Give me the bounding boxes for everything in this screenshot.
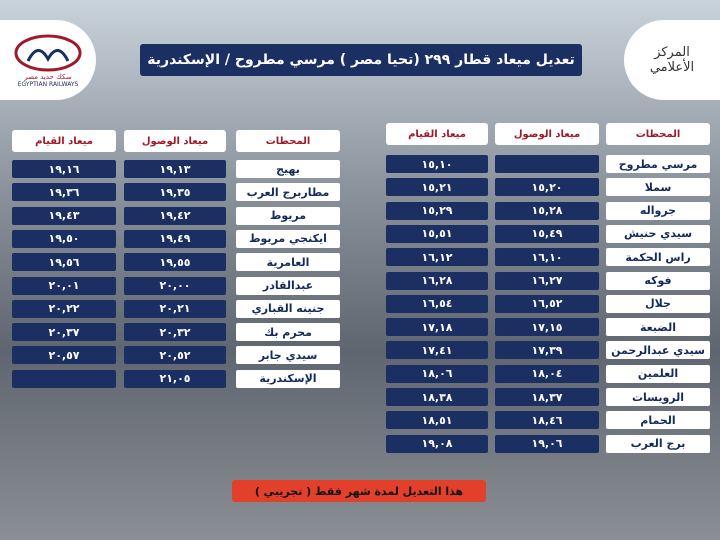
time-cell: ٢٠,٥٧ xyxy=(12,346,116,365)
station-cell: سيدي حنيش xyxy=(606,224,710,243)
time-cell: ١٥,٢٩ xyxy=(386,201,488,220)
time-cell: ١٧,٤١ xyxy=(386,341,488,360)
station-cell: الحمام xyxy=(606,411,710,430)
time-cell: ١٦,٥٢ xyxy=(495,294,599,313)
time-cell: ١٩,٣٦ xyxy=(12,183,116,202)
station-cell: جرواله xyxy=(606,201,710,220)
time-cell: ١٥,٢١ xyxy=(386,178,488,197)
time-cell: ٢٠,٣٢ xyxy=(124,323,226,342)
column-header: المحطات xyxy=(236,130,340,152)
logo: سكك حديد مصر EGYPTIAN RAILWAYS xyxy=(0,20,96,100)
station-cell: محرم بك xyxy=(236,323,340,342)
station-cell: فوكه xyxy=(606,271,710,290)
station-cell: الضبعة xyxy=(606,318,710,337)
time-cell: ١٩,٠٦ xyxy=(495,434,599,453)
column-header: ميعاد الوصول xyxy=(124,130,226,152)
time-cell: ١٥,٥١ xyxy=(386,224,488,243)
station-cell: مطاربرج العرب xyxy=(236,183,340,202)
time-cell xyxy=(12,369,116,388)
time-cell: ١٥,٢٨ xyxy=(495,201,599,220)
column-header: المحطات xyxy=(606,123,710,145)
time-cell: ١٧,١٨ xyxy=(386,318,488,337)
time-cell: ١٩,٥٦ xyxy=(12,253,116,272)
column-header: ميعاد القيام xyxy=(386,123,488,145)
time-cell xyxy=(495,155,599,173)
time-cell: ٢٠,٢٢ xyxy=(12,299,116,318)
time-cell: ٢٠,٠٠ xyxy=(124,276,226,295)
station-cell: مرسي مطروح xyxy=(606,155,710,173)
time-cell: ١٩,٥٠ xyxy=(12,229,116,248)
time-cell: ١٩,٤٩ xyxy=(124,229,226,248)
time-cell: ٢٠,٥٢ xyxy=(124,346,226,365)
station-cell: برج العرب xyxy=(606,434,710,453)
logo-mark xyxy=(14,34,82,71)
time-cell: ٢٠,٢١ xyxy=(124,299,226,318)
badge-line: الأعلامي xyxy=(649,60,695,75)
station-cell: ايكنجي مريوط xyxy=(236,229,340,248)
time-cell: ١٨,٠٦ xyxy=(386,364,488,383)
time-cell: ١٥,٢٠ xyxy=(495,178,599,197)
time-cell: ١٦,٢٧ xyxy=(495,271,599,290)
station-cell: سملا xyxy=(606,178,710,197)
time-cell: ١٩,٤٢ xyxy=(124,206,226,225)
time-cell: ١٩,٥٥ xyxy=(124,253,226,272)
time-cell: ١٩,١٦ xyxy=(12,160,116,178)
badge: المركز الأعلامي xyxy=(624,20,720,100)
time-cell: ١٨,٣٧ xyxy=(495,388,599,406)
time-cell: ١٥,٤٩ xyxy=(495,224,599,243)
station-cell: مريوط xyxy=(236,206,340,225)
station-cell: جنينه القباري xyxy=(236,299,340,318)
time-cell: ٢٠,٣٧ xyxy=(12,323,116,342)
station-cell: سيدي جابر xyxy=(236,346,340,365)
logo-english: EGYPTIAN RAILWAYS xyxy=(17,80,79,88)
badge-line: المركز xyxy=(654,45,690,60)
logo-arabic: سكك حديد مصر xyxy=(24,72,72,81)
time-cell: ١٩,١٣ xyxy=(124,160,226,178)
station-cell: العلمين xyxy=(606,364,710,383)
station-cell: العامرية xyxy=(236,253,340,272)
time-cell: ١٩,٠٨ xyxy=(386,434,488,453)
column-header: ميعاد الوصول xyxy=(495,123,599,145)
station-cell: راس الحكمة xyxy=(606,248,710,267)
title: تعديل ميعاد قطار ٢٩٩ (تحيا مصر ) مرسي مط… xyxy=(140,44,582,76)
time-cell: ١٧,١٥ xyxy=(495,318,599,337)
station-cell: بهيج xyxy=(236,160,340,178)
time-cell: ١٨,٤٦ xyxy=(495,411,599,430)
station-cell: الرويسات xyxy=(606,388,710,406)
station-cell: سيدي عبدالرحمن xyxy=(606,341,710,360)
time-cell: ١٥,١٠ xyxy=(386,155,488,173)
time-cell: ٢١,٠٥ xyxy=(124,369,226,388)
time-cell: ١٦,١٢ xyxy=(386,248,488,267)
time-cell: ١٦,٥٤ xyxy=(386,294,488,313)
station-cell: عبدالقادر xyxy=(236,276,340,295)
station-cell: الإسكندرية xyxy=(236,369,340,388)
time-cell: ١٧,٣٩ xyxy=(495,341,599,360)
time-cell: ١٩,٣٥ xyxy=(124,183,226,202)
time-cell: ١٨,٥١ xyxy=(386,411,488,430)
time-cell: ١٩,٤٣ xyxy=(12,206,116,225)
time-cell: ١٨,٣٨ xyxy=(386,388,488,406)
station-cell: جلال xyxy=(606,294,710,313)
time-cell: ١٦,٢٨ xyxy=(386,271,488,290)
time-cell: ١٦,١٠ xyxy=(495,248,599,267)
column-header: ميعاد القيام xyxy=(12,130,116,152)
time-cell: ٢٠,٠١ xyxy=(12,276,116,295)
time-cell: ١٨,٠٤ xyxy=(495,364,599,383)
footer: هذا التعديل لمدة شهر فقط ( تجريبي ) xyxy=(232,480,486,502)
